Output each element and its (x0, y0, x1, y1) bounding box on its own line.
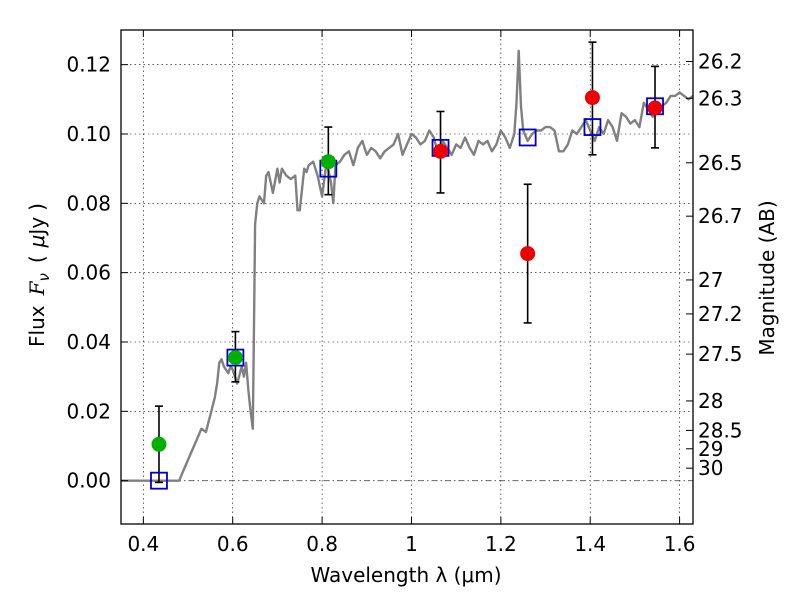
y-label-f: F (25, 280, 49, 296)
data-point (227, 350, 243, 366)
y2-tick-label: 26.7 (698, 204, 743, 228)
y2-tick-label: 28.5 (698, 418, 743, 442)
y-label-close: ) (25, 203, 49, 211)
y2-tick-label: 26.5 (698, 151, 743, 175)
model-photometry-layer (150, 97, 664, 490)
plot-frame (120, 29, 694, 525)
y-label-unit: Jy (25, 217, 49, 237)
y-tick-label: 0.10 (66, 122, 111, 146)
model-square-marker (583, 118, 602, 136)
y-tick-label: 0.12 (66, 53, 111, 77)
y-tick-label: 0.02 (66, 399, 111, 423)
y-tick-label: 0.08 (66, 191, 111, 215)
x-tick-label: 1.4 (574, 532, 606, 556)
data-point (151, 436, 167, 452)
model-square-marker (226, 348, 245, 367)
model-square-marker (518, 128, 537, 147)
spectrum-layer (121, 49, 694, 482)
data-point (584, 90, 600, 106)
observed-points-layer (151, 90, 663, 452)
spectrum-line (121, 49, 694, 482)
y-label-flux: Flux (25, 305, 49, 347)
y-tick-label: 0.00 (66, 469, 111, 493)
y-tick-label: 0.04 (66, 330, 111, 354)
y2-tick-label: 26.3 (698, 86, 743, 110)
data-point (433, 143, 449, 159)
y2-tick-label: 28 (698, 389, 723, 413)
y-tick-label: 0.06 (66, 261, 111, 285)
data-point (520, 246, 536, 262)
model-square-marker (150, 471, 168, 490)
x-tick-label: 0.4 (127, 532, 159, 556)
y-label-mu: μ (25, 235, 49, 249)
y2-tick-label: 30 (698, 456, 723, 480)
y2-tick-label: 29 (698, 437, 723, 461)
y2-tick-label: 27.2 (698, 302, 743, 326)
data-point (320, 154, 336, 170)
x-tick-label: 0.6 (217, 532, 249, 556)
y2-tick-label: 27.5 (698, 342, 743, 366)
x-tick-label: 1.2 (485, 532, 517, 556)
x-axis-label: Wavelength λ (μm) (310, 563, 501, 587)
y2-tick-label: 26.2 (698, 50, 743, 74)
x-tick-label: 0.8 (306, 532, 338, 556)
y2-axis-label: Magnitude (AB) (755, 200, 779, 355)
y-axis-label: Flux Fν ( μJy) (25, 203, 53, 347)
y-label-nu: ν (35, 273, 53, 281)
y2-tick-label: 27 (698, 268, 723, 292)
y-label-open: ( (25, 255, 49, 263)
x-tick-label: 1 (405, 532, 418, 556)
data-point (647, 100, 663, 116)
x-tick-label: 1.6 (664, 532, 696, 556)
axis-ticks: 0.4 0.6 0.8 1 1.2 1.4 1.6 0.00 0.02 0.04 0.06 0.08 0… (66, 30, 743, 556)
